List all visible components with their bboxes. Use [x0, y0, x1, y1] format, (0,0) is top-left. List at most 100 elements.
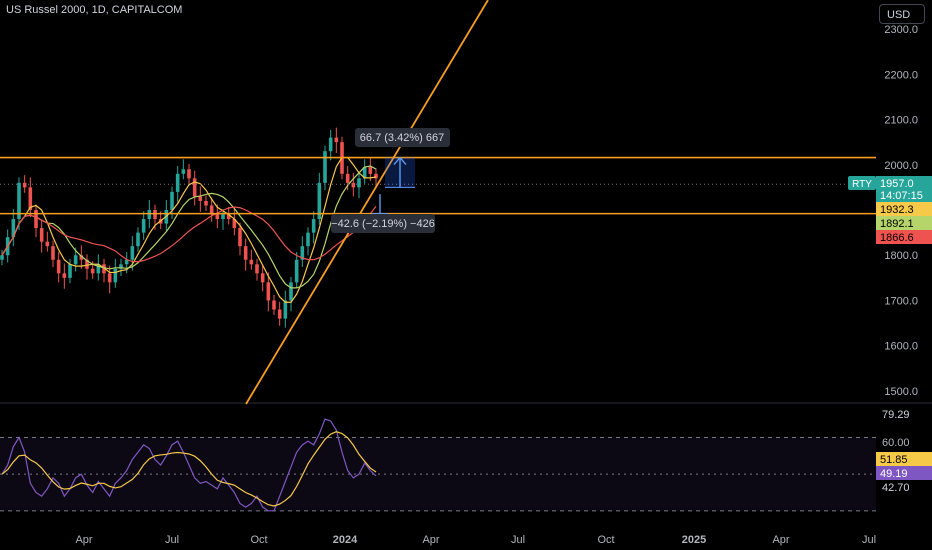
trend-line[interactable] — [245, 0, 489, 405]
x-tick-label: Jul — [862, 534, 876, 546]
candle — [198, 196, 203, 201]
candle — [73, 255, 78, 265]
x-tick-label: Oct — [250, 534, 267, 546]
candle — [272, 300, 276, 310]
moving-average-line — [1, 165, 377, 289]
candle — [232, 219, 237, 229]
measure-arrow-up-head — [393, 156, 407, 165]
candle — [175, 173, 180, 192]
candle — [181, 169, 186, 174]
candle — [45, 241, 50, 247]
moving-average-line — [1, 205, 377, 263]
x-tick-label: Apr — [75, 534, 92, 546]
currency-button[interactable]: USD — [879, 4, 925, 24]
candle — [283, 300, 288, 319]
candle — [249, 259, 254, 265]
candle — [294, 259, 299, 283]
candle — [0, 255, 4, 260]
candle — [289, 282, 293, 301]
x-tick-label: Jul — [511, 534, 525, 546]
candle — [119, 264, 123, 269]
symbol-badge-bg — [848, 176, 876, 190]
candle — [345, 173, 350, 183]
candle — [300, 246, 305, 260]
candle — [215, 214, 220, 220]
candle — [317, 182, 322, 220]
ma-badge-value: 1866.6 — [880, 232, 914, 244]
measure-label-down-bg — [331, 214, 435, 233]
ma-badge-value: 1892.1 — [880, 218, 914, 230]
y-tick-label: 2000.0 — [884, 160, 918, 172]
ma-badge-bg — [876, 202, 932, 216]
x-tick-label: Jul — [165, 534, 179, 546]
measure-label-down: −42.6 (−2.19%) −426 — [331, 218, 435, 230]
candle — [277, 309, 282, 319]
candle — [147, 210, 152, 220]
candle — [34, 210, 38, 229]
y-tick-label: 1800.0 — [884, 250, 918, 262]
rsi-low-label: 42.70 — [882, 482, 910, 494]
candle — [11, 219, 16, 238]
y-tick-label: 1700.0 — [884, 295, 918, 307]
ma-badge-bg — [876, 216, 932, 230]
x-tick-label: Oct — [597, 534, 614, 546]
candle — [85, 259, 89, 269]
candle — [255, 264, 259, 274]
candle — [62, 273, 67, 278]
candle — [124, 259, 129, 265]
x-tick-label: 2025 — [682, 534, 706, 546]
candle — [39, 228, 44, 242]
rsi-value-badge: 49.19 — [880, 468, 908, 480]
candle — [170, 191, 174, 210]
candle — [22, 182, 27, 188]
x-tick-label: Apr — [422, 534, 439, 546]
rsi-ma-line — [1, 431, 377, 507]
candle — [113, 268, 118, 283]
candle — [17, 182, 21, 220]
last-price-value: 1957.0 — [880, 178, 914, 190]
candle — [130, 246, 135, 260]
candle — [221, 214, 225, 220]
y-tick-label: 1500.0 — [884, 386, 918, 398]
candle — [204, 200, 208, 206]
x-tick-label: Apr — [772, 534, 789, 546]
candle — [141, 219, 146, 233]
measure-label-up: 66.7 (3.42%) 667 — [360, 132, 444, 144]
candle — [102, 264, 106, 274]
chart-title: US Russel 2000, 1D, CAPITALCOM — [6, 4, 183, 16]
x-tick-label: 2024 — [333, 534, 358, 546]
measure-label-up-bg — [355, 128, 450, 147]
candle — [51, 246, 55, 260]
candle — [357, 178, 361, 188]
candle — [96, 264, 101, 274]
last-price-badge-bg — [876, 176, 932, 202]
candle — [187, 169, 191, 179]
candle — [68, 264, 72, 278]
candle — [334, 137, 339, 143]
candle — [28, 187, 33, 210]
rsi-band-label: 60.00 — [882, 437, 910, 449]
rsi-high-label: 79.29 — [882, 409, 910, 421]
countdown-timer: 14:07:15 — [880, 190, 923, 202]
candle — [351, 182, 356, 188]
candle — [266, 282, 271, 301]
candle — [209, 205, 214, 215]
candle — [374, 173, 378, 179]
rsi-line — [1, 418, 377, 512]
rsi-value-badge-bg — [876, 466, 932, 480]
moving-average-line — [1, 156, 377, 303]
y-tick-label: 2300.0 — [884, 24, 918, 36]
symbol-badge: RTY — [852, 179, 872, 190]
candle — [136, 232, 140, 247]
rsi-ma-badge-bg — [876, 452, 932, 466]
candle — [260, 273, 265, 283]
ma-badge-bg — [876, 230, 932, 244]
candle — [226, 214, 231, 220]
candle — [323, 151, 327, 183]
candle — [368, 167, 373, 174]
candle — [362, 167, 367, 179]
y-tick-label: 2200.0 — [884, 69, 918, 81]
ma-badge-value: 1932.3 — [880, 204, 914, 216]
candle — [192, 178, 197, 197]
